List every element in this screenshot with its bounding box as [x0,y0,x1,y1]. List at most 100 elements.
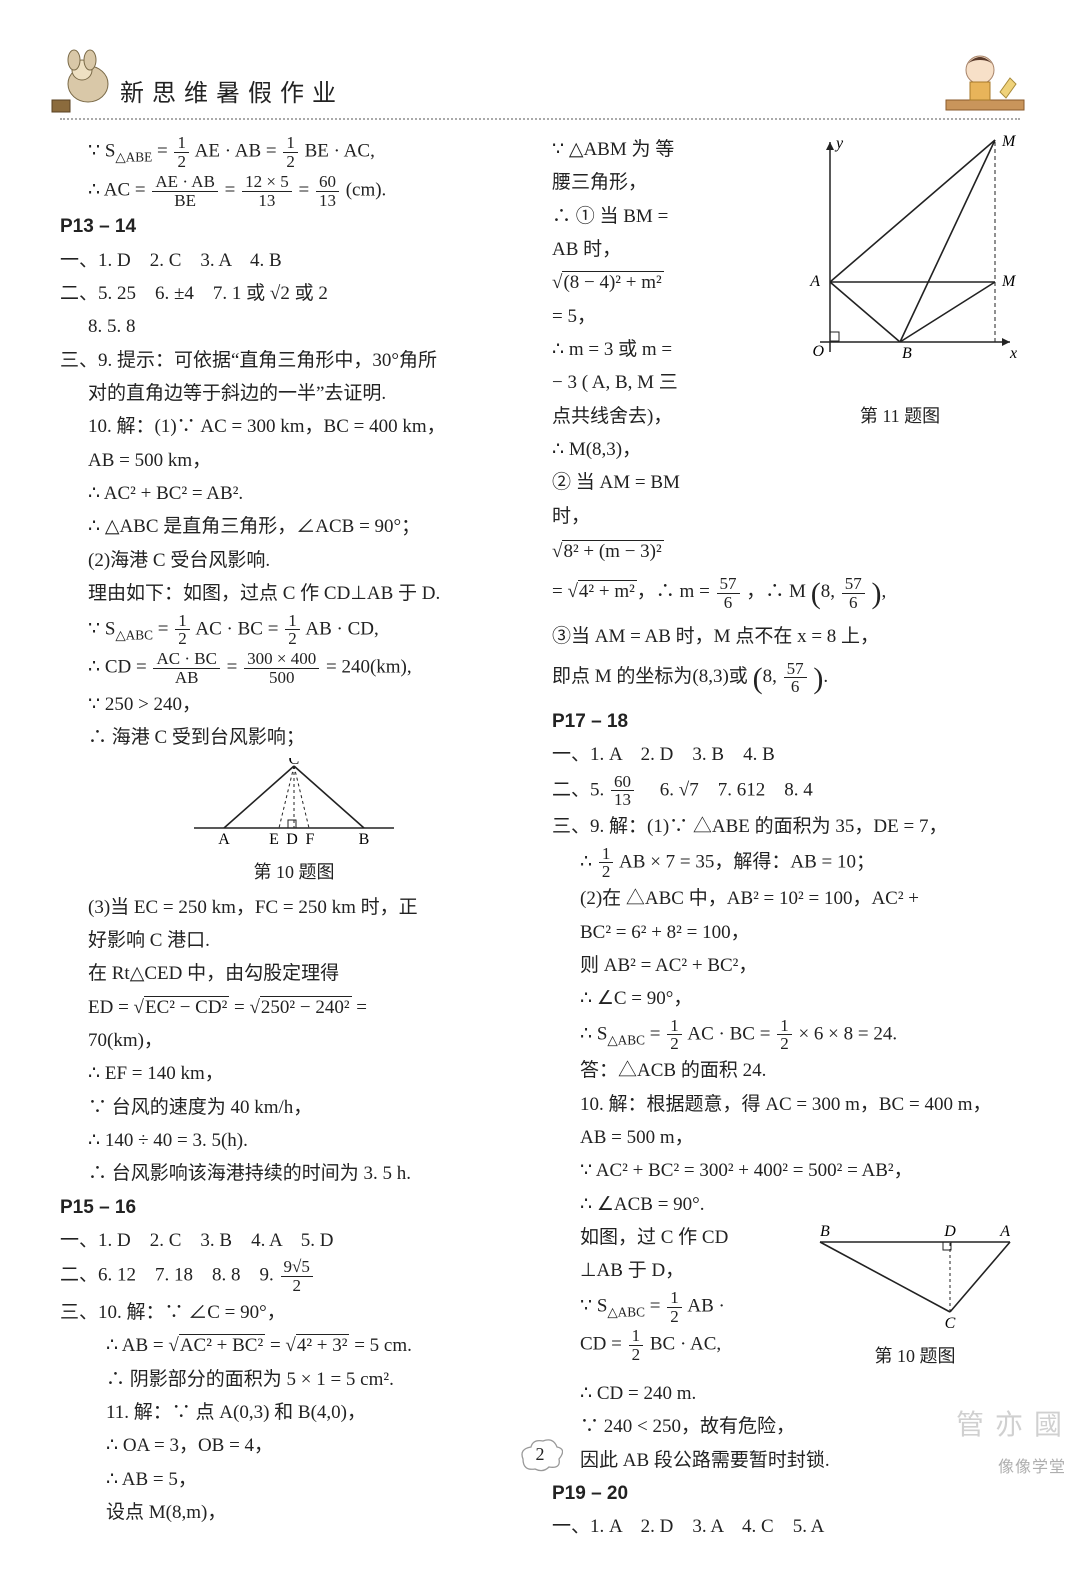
txt: . [823,666,828,687]
sqrt: EC² − CD² [144,996,229,1018]
txt: 8, [821,581,840,602]
text-line: ∴ AC² + BC² = AB². [60,478,528,509]
sqrt: 250² − 240² [260,996,352,1018]
fraction: 300 × 400500 [244,650,319,687]
text-line: 在 Rt△CED 中，由勾股定理得 [60,958,528,989]
text-line: 70(km)， [60,1025,528,1056]
text-line: 好影响 C 港口. [60,925,528,956]
fraction: AC · BCAB [153,650,219,687]
left-column: ∵ S△ABE = 12 AE · AB = 12 BE · AC, ∴ AC … [60,132,528,1545]
fraction: 12 [667,1017,682,1054]
section-heading: P13 – 14 [60,211,528,242]
txt: √ [552,541,562,562]
section-heading: P15 – 16 [60,1192,528,1223]
text-line: ∵ 250 > 240， [60,689,528,720]
txt: BE · AC, [305,141,375,162]
content-columns: ∵ S△ABE = 12 AE · AB = 12 BE · AC, ∴ AC … [60,132,1020,1545]
text-line: ∵ AC² + BC² = 300² + 400² = 500² = AB²， [552,1155,1020,1186]
txt: √ [552,272,562,293]
svg-text:D: D [943,1223,956,1240]
text-line: ∴ M(8,3)， [552,434,1020,465]
txt: AB · [687,1295,724,1316]
watermark-large: 管 亦 國 [956,1403,1064,1443]
txt: , [881,581,886,602]
text-line: ∵ S△ABC = 12 AC · BC = 12 AB · CD, [60,612,528,649]
svg-text:A: A [218,831,230,848]
txt: ∵ S [580,1295,607,1316]
text-line: ∴ AB = √AC² + BC² = √4² + 3² = 5 cm. [60,1330,528,1361]
section-heading: P17 – 18 [552,706,1020,737]
fraction: AE · ABBE [152,173,218,210]
text-line: 对的直角边等于斜边的一半”去证明. [60,378,528,409]
txt: 即点 M 的坐标为(8,3)或 [552,666,748,687]
fraction: 576 [842,575,865,612]
text-line: 则 AB² = AC² + BC²， [552,950,1020,981]
sub: △ABC [607,1304,645,1319]
fraction: 12 [175,612,190,649]
text-line: 理由如下：如图，过点 C 作 CD⊥AB 于 D. [60,578,528,609]
figure-caption: 第 10 题图 [60,858,528,888]
sqrt: 4² + 3² [296,1334,350,1356]
fraction: 6013 [316,173,339,210]
svg-text:y: y [834,135,844,152]
svg-text:D: D [286,831,298,848]
text-line: 一、1. D 2. C 3. A 4. B [60,245,528,276]
txt: = √ [265,1335,296,1356]
mascot-left-icon [50,44,130,114]
text-line: ED = √EC² − CD² = √250² − 240² = [60,992,528,1023]
text-line: BC² = 6² + 8² = 100， [552,917,1020,948]
text-line: AB = 500 m， [552,1122,1020,1153]
txt: AB · CD, [305,618,378,639]
txt: = 5 cm. [349,1335,411,1356]
page-header: 新思维暑假作业 [60,40,1020,120]
svg-text:O: O [812,343,824,360]
svg-text:F: F [306,831,315,848]
text-line: 10. 解：根据题意，得 AC = 300 m，BC = 400 m， [552,1089,1020,1120]
text-line: 即点 M 的坐标为(8,3)或 (8, 576 ). [552,654,1020,704]
txt: = [152,141,172,162]
txt: = [153,618,173,639]
text-line: ∴ EF = 140 km， [60,1058,528,1089]
text-line: ∴ 阴影部分的面积为 5 × 1 = 5 cm². [60,1364,528,1395]
fraction: 6013 [611,773,634,810]
figure-caption: 第 10 题图 [810,1342,1020,1372]
figure-caption: 第 11 题图 [780,402,1020,432]
txt: ，∴ m = [637,581,715,602]
fraction: 12 × 513 [242,173,292,210]
text-line: 二、6. 12 7. 18 8. 8 9. 9√52 [60,1258,528,1295]
text-line: 三、9. 解：(1)∵ △ABE 的面积为 35，DE = 7， [552,811,1020,842]
text-line: 因此 AB 段公路需要暂时封锁. [552,1445,1020,1476]
fraction: 12 [599,845,614,882]
page: 新思维暑假作业 ∵ S△ABE = 12 AE · AB = 12 BE · A… [0,0,1080,1575]
txt: 二、5. [552,779,609,800]
text-line: ∴ S△ABC = 12 AC · BC = 12 × 6 × 8 = 24. [552,1017,1020,1054]
txt: = [227,657,242,678]
txt: ，∴ M [746,581,806,602]
txt: = √ [552,581,578,602]
txt: = 240(km), [326,657,412,678]
txt: AC · BC = [195,618,283,639]
text-line: 11. 解：∵ 点 A(0,3) 和 B(4,0)， [60,1397,528,1428]
svg-text:M: M [1001,273,1017,290]
text-line: ∵ S△ABE = 12 AE · AB = 12 BE · AC, [60,134,528,171]
txt: ∵ S [88,141,115,162]
paren: ) [813,662,823,695]
text-line: (3)当 EC = 250 km，FC = 250 km 时，正 [60,892,528,923]
text-line: 10. 解：(1)∵ AC = 300 km，BC = 400 km， [60,411,528,442]
figure-10-left-svg: A E D F B C [184,758,404,848]
text-line: ∴ AB = 5， [60,1464,528,1495]
txt: AB × 7 = 35，解得：AB = 10； [619,851,875,872]
svg-text:A: A [999,1223,1010,1240]
txt: (cm). [346,179,387,200]
txt: BC · AC, [650,1334,721,1355]
fraction: 9√52 [281,1258,313,1295]
text-line: ③当 AM = AB 时，M 点不在 x = 8 上， [552,621,1020,652]
text-line: ② 当 AM = BM [552,467,1020,498]
text-line: ∴ 海港 C 受到台风影响； [60,722,528,753]
text-line: 答：△ACB 的面积 24. [552,1055,1020,1086]
txt: = [352,997,367,1018]
txt: = [645,1295,665,1316]
page-number-text: 2 [536,1444,545,1464]
text-line: ∵ 台风的速度为 40 km/h， [60,1092,528,1123]
text-line: (2)海港 C 受台风影响. [60,545,528,576]
